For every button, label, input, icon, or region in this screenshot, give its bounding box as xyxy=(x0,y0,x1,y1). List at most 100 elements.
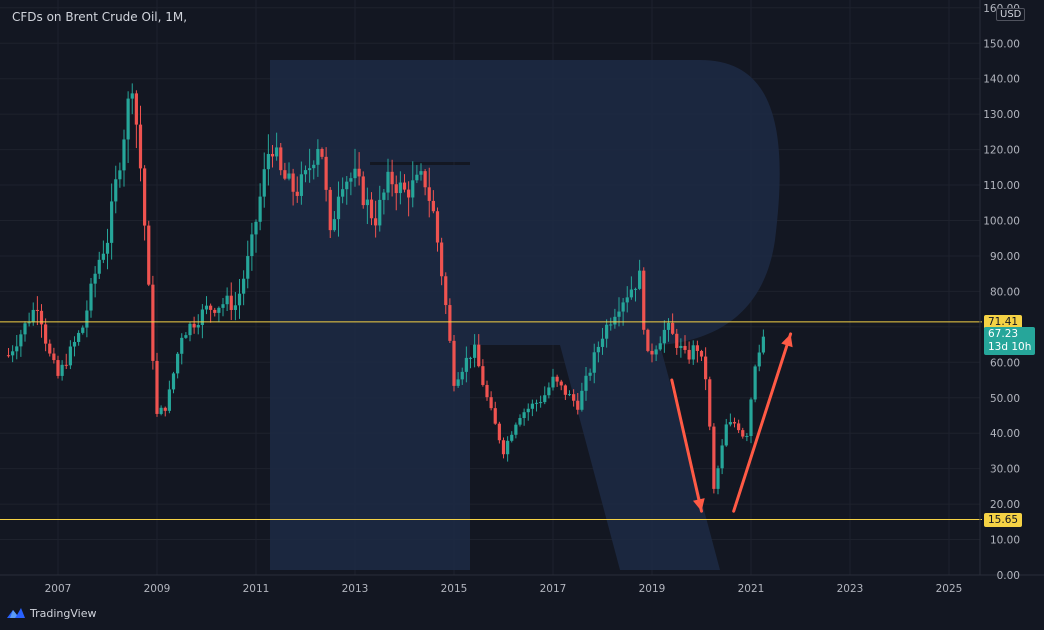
candle-up xyxy=(464,357,468,372)
candle-up xyxy=(196,324,200,328)
candle-up xyxy=(580,390,584,410)
candle-up xyxy=(308,168,312,171)
trend-arrow-head xyxy=(781,333,793,348)
candle-down xyxy=(708,379,712,427)
candle-up xyxy=(506,440,510,455)
candle-up xyxy=(262,169,266,197)
candle-up xyxy=(184,335,188,338)
candle-up xyxy=(596,346,600,353)
candle-down xyxy=(497,423,501,441)
candle-down xyxy=(452,340,456,386)
candle-up xyxy=(68,346,72,366)
x-tick-label: 2019 xyxy=(639,583,666,595)
trend-arrow-head xyxy=(692,498,705,512)
candle-up xyxy=(613,316,617,325)
candle-down xyxy=(138,124,143,169)
y-tick-label: 90.00 xyxy=(990,251,1020,263)
candle-up xyxy=(237,293,242,306)
candle-up xyxy=(460,371,464,380)
candle-down xyxy=(732,422,737,424)
candle-up xyxy=(658,343,662,350)
candle-up xyxy=(749,399,753,437)
candle-down xyxy=(279,147,283,171)
candle-up xyxy=(753,366,757,400)
candle-up xyxy=(609,324,613,326)
axes xyxy=(0,0,1044,576)
candle-down xyxy=(481,366,485,385)
candle-down xyxy=(646,329,650,351)
candle-down xyxy=(493,408,497,424)
candle-up xyxy=(217,307,221,313)
candle-down xyxy=(687,349,691,360)
candle-up xyxy=(662,329,666,344)
candle-down xyxy=(683,345,687,350)
x-tick-label: 2025 xyxy=(936,583,963,595)
candle-down xyxy=(576,400,580,410)
chart-symbol-title[interactable]: CFDs on Brent Crude Oil, 1M, xyxy=(12,10,188,24)
candle-down xyxy=(64,364,68,366)
candle-up xyxy=(526,408,530,413)
y-tick-label: 130.00 xyxy=(983,109,1020,121)
candle-down xyxy=(163,407,167,411)
candle-up xyxy=(171,373,176,390)
candle-down xyxy=(741,430,745,437)
candle-up xyxy=(126,98,130,140)
x-tick-label: 2023 xyxy=(837,583,864,595)
candle-down xyxy=(572,394,576,401)
candle-down xyxy=(291,173,295,192)
candle-up xyxy=(204,305,209,310)
candle-up xyxy=(242,278,246,294)
watermark-logo xyxy=(270,60,780,570)
candle-up xyxy=(254,221,258,235)
candle-up xyxy=(114,179,118,202)
candle-up xyxy=(617,311,621,317)
x-tick-label: 2011 xyxy=(243,583,270,595)
candle-up xyxy=(530,403,534,409)
candle-up xyxy=(110,201,114,243)
candle-up xyxy=(97,259,101,274)
y-tick-label: 140.00 xyxy=(983,74,1020,86)
candle-up xyxy=(27,322,31,324)
candle-down xyxy=(427,187,431,201)
trend-arrow-shaft xyxy=(670,378,703,513)
candle-up xyxy=(654,349,658,355)
candle-down xyxy=(151,284,155,361)
candle-up xyxy=(473,344,477,358)
candle-up xyxy=(130,93,134,99)
candle-down xyxy=(555,376,559,382)
candle-up xyxy=(19,334,23,347)
candle-up xyxy=(31,309,35,323)
candle-up xyxy=(398,182,402,194)
trend-arrow-shaft xyxy=(732,332,793,513)
candle-up xyxy=(588,372,592,376)
candle-down xyxy=(431,200,435,212)
candle-up xyxy=(716,468,720,489)
tradingview-brand[interactable]: TradingView xyxy=(6,606,96,620)
candle-down xyxy=(501,440,506,455)
candle-up xyxy=(23,323,27,335)
trend-arrows xyxy=(670,332,793,513)
candle-up xyxy=(336,196,341,220)
candle-up xyxy=(600,338,605,347)
candle-up xyxy=(176,353,180,374)
candle-down xyxy=(448,305,452,341)
brand-name: TradingView xyxy=(30,606,97,620)
candle-up xyxy=(534,402,539,404)
candle-up xyxy=(353,168,357,179)
candle-down xyxy=(229,295,233,310)
y-tick-label: 50.00 xyxy=(990,393,1020,405)
candle-up xyxy=(89,283,93,311)
candle-down xyxy=(374,218,378,226)
x-tick-label: 2009 xyxy=(144,583,171,595)
candle-down xyxy=(213,309,217,313)
y-axis-tick-labels: 0.0010.0020.0030.0040.0050.0060.0070.008… xyxy=(983,3,1020,582)
candle-down xyxy=(485,384,489,398)
candle-up xyxy=(101,253,105,260)
candle-up xyxy=(518,418,522,425)
candle-up xyxy=(275,147,279,157)
currency-badge[interactable]: USD xyxy=(996,8,1026,21)
candle-up xyxy=(200,309,204,325)
candle-up xyxy=(221,304,225,308)
candle-up xyxy=(345,181,349,190)
